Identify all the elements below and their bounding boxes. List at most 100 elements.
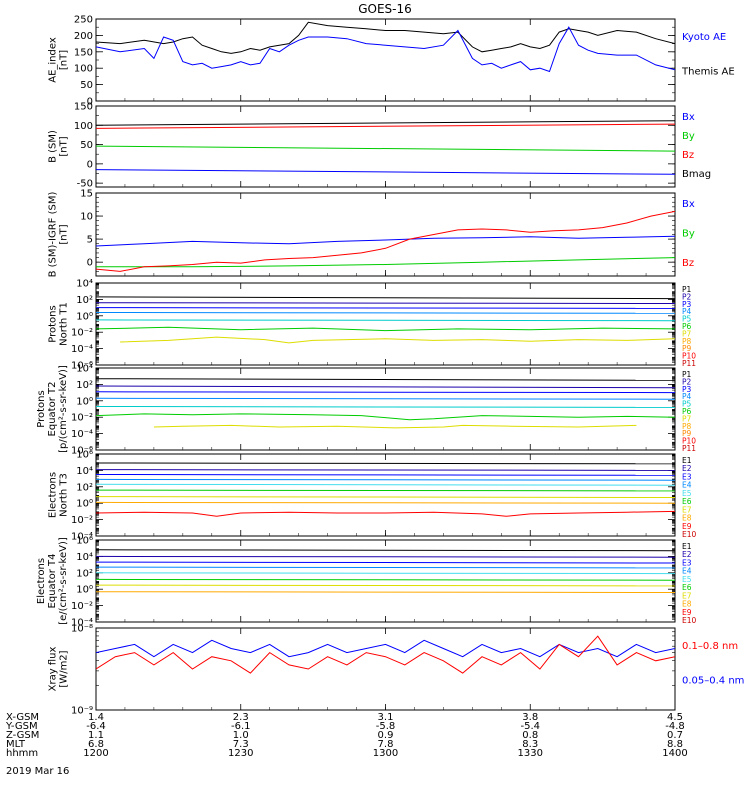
- y-axis-label: AE_index: [48, 37, 59, 83]
- legend-entry: E9: [682, 522, 692, 531]
- x-tick-label: 3.8: [522, 712, 538, 723]
- legend-entry: E3: [682, 558, 692, 567]
- legend-entry: Bx: [682, 199, 695, 210]
- legend-entry: P1: [682, 370, 692, 379]
- series-line-e5: [96, 483, 675, 486]
- y-axis-label: [p/(cm²-s-sr-keV)]: [58, 365, 69, 453]
- legend-entry: E7: [682, 505, 692, 514]
- series-line-e8: [96, 591, 675, 593]
- x-tick-label: -6.1: [231, 721, 251, 732]
- x-tick-label: 3.1: [378, 712, 394, 723]
- x-row-label: hhmm: [6, 748, 38, 759]
- x-row-label: X-GSM: [6, 712, 39, 723]
- series-line-p6: [96, 413, 675, 421]
- series-line-p5: [96, 319, 675, 322]
- legend-entry: Themis AE: [681, 66, 735, 77]
- y-tick-label: 0: [87, 159, 93, 170]
- legend-entry: P4: [682, 307, 692, 316]
- y-tick-label: 10⁻⁸: [71, 624, 93, 635]
- legend-entry: E8: [682, 600, 692, 609]
- legend-entry: E2: [682, 550, 692, 559]
- series-line-e5: [96, 572, 675, 575]
- series-line-p6: [96, 326, 675, 332]
- y-tick-label: 50: [80, 140, 93, 151]
- panel-4: 10⁻⁶ 10⁻⁴ 10⁻² 10⁰ 10² 10⁴ Protons North T1 P1P2…: [48, 279, 697, 372]
- series-line-e3: [96, 474, 675, 476]
- legend-entry: P5: [682, 400, 692, 409]
- legend-entry: Bx: [682, 112, 695, 123]
- series-line-e6: [96, 578, 675, 581]
- x-tick-label: 0.9: [378, 730, 394, 741]
- y-tick-label: 0: [87, 97, 93, 108]
- panel-3: 0 5 10 15 B (SM)-IGRF (SM) [nT] Bx By Bz: [48, 189, 695, 278]
- x-tick-label: 1.0: [233, 730, 249, 741]
- series-line-p7: [153, 424, 637, 429]
- y-tick-label: 10⁰: [76, 585, 93, 596]
- legend-entry: E9: [682, 608, 692, 617]
- panel-1: 0 50 100 150 200 250 AE_index [nT] Kyoto AE Themi…: [48, 15, 735, 108]
- legend-entry: By: [682, 229, 695, 240]
- legend-entry: P10: [682, 352, 696, 361]
- legend-entry: E6: [682, 497, 692, 506]
- y-axis-label: Electrons: [36, 558, 47, 604]
- y-tick-label: 10⁶: [76, 536, 93, 547]
- y-tick-label: 10⁻⁴: [71, 344, 93, 355]
- legend-entry: P8: [682, 337, 692, 346]
- y-tick-label: 10²: [76, 568, 93, 579]
- y-tick-label: 10⁻⁹: [71, 706, 93, 717]
- legend-entry: 0.05–0.4 nm: [682, 675, 744, 686]
- y-axis-label: Protons: [36, 390, 47, 427]
- series-line-e6: [96, 489, 675, 492]
- y-tick-label: 200: [74, 31, 93, 42]
- legend-entry: P1: [682, 285, 692, 294]
- series-line-e1: [96, 462, 675, 465]
- legend-entry: E10: [682, 616, 697, 625]
- y-tick-label: 150: [74, 102, 93, 113]
- y-tick-label: 5: [87, 235, 93, 246]
- legend-entry: P6: [682, 407, 692, 416]
- legend-entry: P5: [682, 315, 692, 324]
- series-line-e2: [96, 469, 675, 471]
- y-tick-label: 10⁰: [76, 396, 93, 407]
- panel-frame: [95, 539, 676, 623]
- y-tick-label: 10⁻⁴: [71, 618, 93, 629]
- series-line-p4: [96, 397, 675, 400]
- legend-entry: E8: [682, 514, 692, 523]
- y-tick-label: 10²: [76, 295, 93, 306]
- y-axis-label: [nT]: [59, 136, 70, 156]
- x-tick-label: -6.4: [86, 721, 106, 732]
- y-axis-label: Electrons: [48, 472, 59, 518]
- y-tick-label: 10⁻²: [71, 601, 93, 612]
- series-line-p1: [96, 378, 675, 381]
- series-line-p2: [96, 302, 675, 304]
- x-tick-label: 6.8: [88, 739, 104, 750]
- legend-entry: P8: [682, 422, 692, 431]
- legend-entry: Kyoto AE: [682, 32, 726, 43]
- series-line-e1: [96, 549, 675, 552]
- series-line-p7: [120, 336, 675, 344]
- y-tick-label: 10²: [76, 380, 93, 391]
- x-tick-label: 7.8: [378, 739, 394, 750]
- series-line-p5: [96, 406, 675, 408]
- y-axis-label: Equator T4: [47, 554, 58, 609]
- x-tick-label: 1330: [518, 748, 543, 759]
- legend-entry: P11: [682, 444, 696, 453]
- legend-entry: E1: [682, 542, 692, 551]
- x-tick-label: -4.8: [665, 721, 685, 732]
- y-axis-label: [nT]: [59, 50, 70, 70]
- series-line-kyoto-ae: [96, 26, 675, 73]
- y-tick-label: 250: [74, 15, 93, 26]
- x-tick-label: 7.3: [233, 739, 249, 750]
- y-tick-label: 10⁻²: [71, 515, 93, 526]
- legend-entry: Bz: [682, 258, 694, 269]
- y-axis-label: North T1: [59, 302, 70, 346]
- series-line-themis-ae: [96, 21, 675, 54]
- series-line-e9: [96, 510, 675, 517]
- y-axis-label: [nT]: [59, 224, 70, 244]
- legend-entry: E6: [682, 583, 692, 592]
- y-axis-label: [e/(cm²-s-sr-keV)]: [58, 537, 69, 625]
- legend-entry: P10: [682, 437, 696, 446]
